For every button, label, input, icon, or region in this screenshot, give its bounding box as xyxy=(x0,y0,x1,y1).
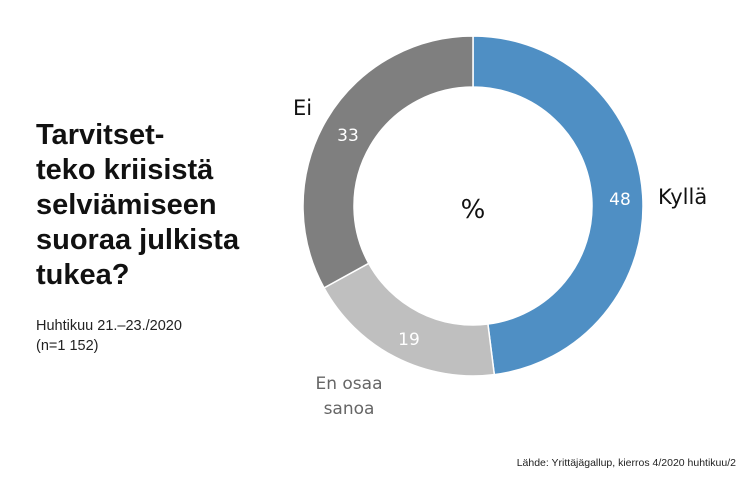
survey-date: Huhtikuu 21.–23./2020 xyxy=(36,318,182,334)
title-line: teko kriisistä xyxy=(36,154,214,186)
donut-slice-en-osaa-sanoa xyxy=(323,262,496,377)
source-note: Lähde: Yrittäjägallup, kierros 4/2020 hu… xyxy=(516,457,736,469)
donut-slice-ei xyxy=(302,35,474,289)
category-label-ei: Ei xyxy=(293,96,312,120)
category-label-en-osaa-sanoa-line2: sanoa xyxy=(324,399,375,419)
category-label-en-osaa-sanoa-line1: En osaa xyxy=(315,374,382,394)
category-label-kylla: Kyllä xyxy=(658,185,707,209)
value-label-kylla: 48 xyxy=(609,190,631,210)
title-line: tukea? xyxy=(36,259,130,291)
sample-size: (n=1 152) xyxy=(36,338,99,354)
donut-slice-kyllä xyxy=(472,35,644,376)
title-line: Tarvitset- xyxy=(36,119,165,151)
value-label-en-osaa-sanoa: 19 xyxy=(398,330,420,350)
center-label: % xyxy=(461,195,486,225)
chart-title: Tarvitset- teko kriisistä selviämiseen s… xyxy=(36,118,239,293)
title-line: suoraa julkista xyxy=(36,224,240,256)
value-label-ei: 33 xyxy=(337,126,359,146)
chart-subtitle: Huhtikuu 21.–23./2020 (n=1 152) xyxy=(36,316,182,356)
title-line: selviämiseen xyxy=(36,189,217,221)
